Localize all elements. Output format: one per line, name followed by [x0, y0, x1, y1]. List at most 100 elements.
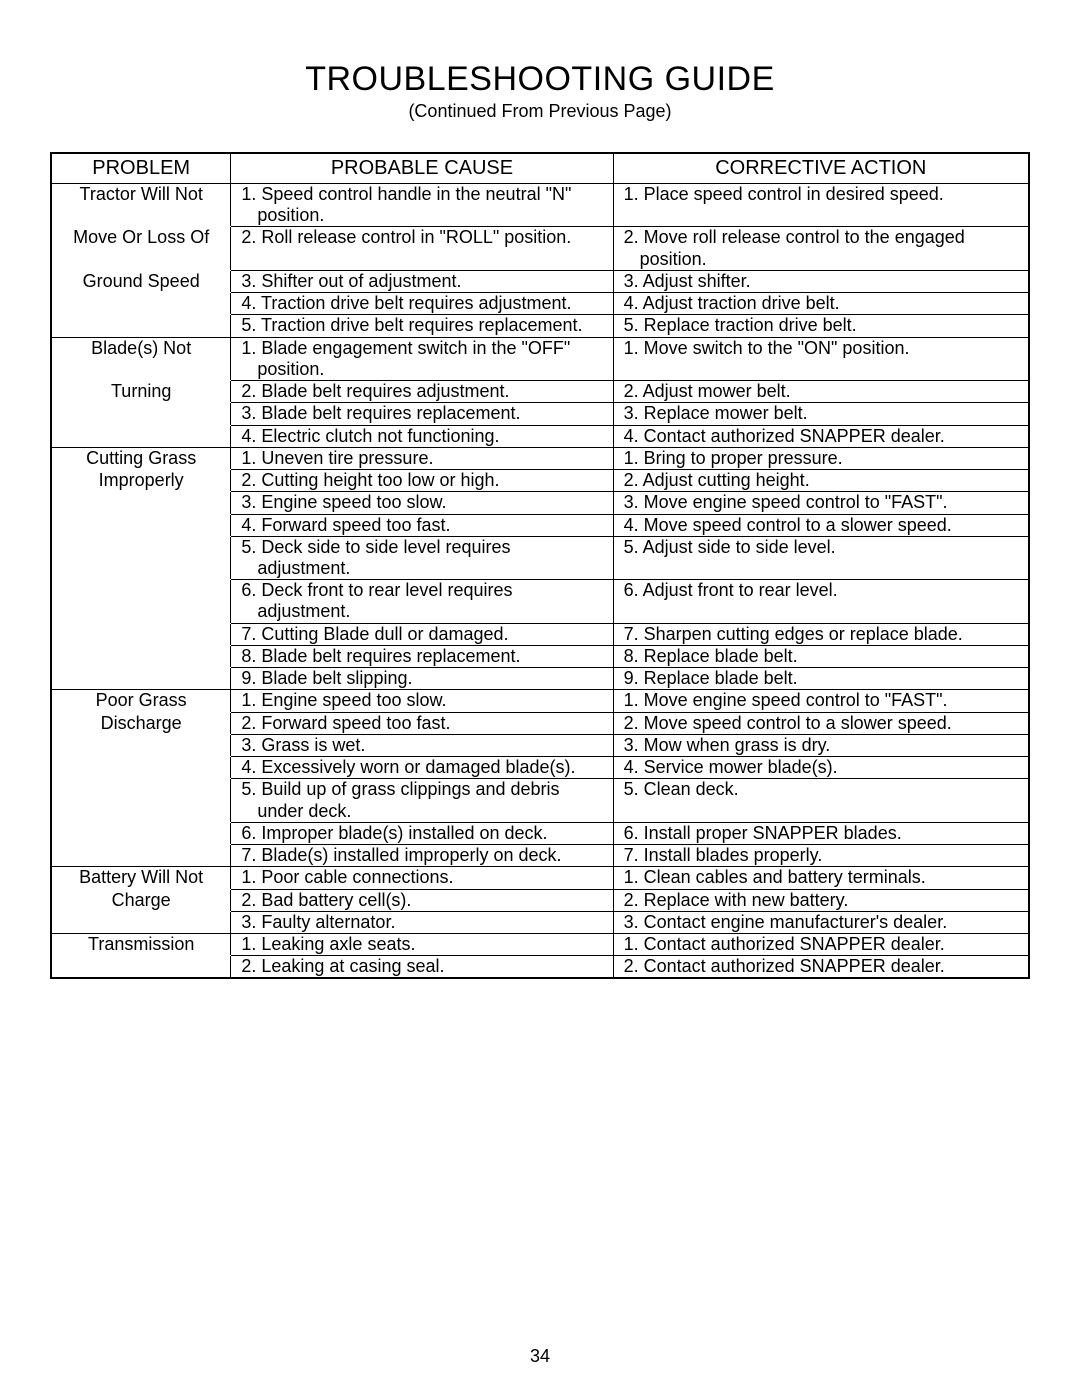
cause-cell: 4. Excessively worn or damaged blade(s). [231, 757, 613, 779]
table-row: 3. Grass is wet.3. Mow when grass is dry… [51, 734, 1029, 756]
cause-cell: 2. Cutting height too low or high. [231, 470, 613, 492]
table-row: 3. Engine speed too slow.3. Move engine … [51, 492, 1029, 514]
cause-cell: 5. Deck side to side level requires adju… [231, 536, 613, 579]
table-row: 5. Build up of grass clippings and debri… [51, 779, 1029, 822]
table-row: 3. Blade belt requires replacement.3. Re… [51, 403, 1029, 425]
cause-cell: 1. Uneven tire pressure. [231, 447, 613, 469]
table-row: Charge2. Bad battery cell(s).2. Replace … [51, 889, 1029, 911]
action-cell: 8. Replace blade belt. [613, 645, 1029, 667]
cause-cell: 9. Blade belt slipping. [231, 668, 613, 690]
table-row: Discharge2. Forward speed too fast.2. Mo… [51, 712, 1029, 734]
table-row: 4. Traction drive belt requires adjustme… [51, 293, 1029, 315]
cause-cell: 1. Engine speed too slow. [231, 690, 613, 712]
problem-cell [51, 911, 231, 933]
action-cell: 1. Contact authorized SNAPPER dealer. [613, 933, 1029, 955]
action-cell: 5. Clean deck. [613, 779, 1029, 822]
action-cell: 2. Adjust cutting height. [613, 470, 1029, 492]
cause-cell: 3. Blade belt requires replacement. [231, 403, 613, 425]
action-cell: 2. Move roll release control to the enga… [613, 227, 1029, 270]
cause-cell: 2. Leaking at casing seal. [231, 956, 613, 979]
table-row: 5. Deck side to side level requires adju… [51, 536, 1029, 579]
table-row: 4. Electric clutch not functioning.4. Co… [51, 425, 1029, 447]
problem-cell [51, 645, 231, 667]
action-cell: 4. Move speed control to a slower speed. [613, 514, 1029, 536]
table-row: Poor Grass1. Engine speed too slow.1. Mo… [51, 690, 1029, 712]
cause-cell: 5. Traction drive belt requires replacem… [231, 315, 613, 337]
cause-cell: 1. Poor cable connections. [231, 867, 613, 889]
action-cell: 1. Bring to proper pressure. [613, 447, 1029, 469]
cause-cell: 4. Traction drive belt requires adjustme… [231, 293, 613, 315]
action-cell: 6. Install proper SNAPPER blades. [613, 822, 1029, 844]
table-row: 2. Leaking at casing seal.2. Contact aut… [51, 956, 1029, 979]
table-row: 7. Cutting Blade dull or damaged.7. Shar… [51, 623, 1029, 645]
table-header-row: PROBLEM PROBABLE CAUSE CORRECTIVE ACTION [51, 153, 1029, 184]
problem-cell [51, 293, 231, 315]
action-cell: 3. Contact engine manufacturer's dealer. [613, 911, 1029, 933]
problem-cell [51, 956, 231, 979]
cause-cell: 2. Forward speed too fast. [231, 712, 613, 734]
table-row: Cutting Grass1. Uneven tire pressure.1. … [51, 447, 1029, 469]
page-subtitle: (Continued From Previous Page) [50, 101, 1030, 122]
table-row: 3. Faulty alternator.3. Contact engine m… [51, 911, 1029, 933]
table-row: 6. Improper blade(s) installed on deck.6… [51, 822, 1029, 844]
action-cell: 2. Contact authorized SNAPPER dealer. [613, 956, 1029, 979]
problem-cell [51, 734, 231, 756]
problem-cell: Improperly [51, 470, 231, 492]
action-cell: 6. Adjust front to rear level. [613, 580, 1029, 623]
problem-cell [51, 668, 231, 690]
action-cell: 4. Contact authorized SNAPPER dealer. [613, 425, 1029, 447]
table-row: 6. Deck front to rear level requires adj… [51, 580, 1029, 623]
cause-cell: 2. Roll release control in "ROLL" positi… [231, 227, 613, 270]
problem-cell [51, 580, 231, 623]
cause-cell: 1. Speed control handle in the neutral "… [231, 184, 613, 227]
table-row: Battery Will Not1. Poor cable connection… [51, 867, 1029, 889]
action-cell: 4. Adjust traction drive belt. [613, 293, 1029, 315]
header-action: CORRECTIVE ACTION [613, 153, 1029, 184]
problem-cell: Turning [51, 381, 231, 403]
cause-cell: 3. Faulty alternator. [231, 911, 613, 933]
problem-cell: Move Or Loss Of [51, 227, 231, 270]
problem-cell [51, 757, 231, 779]
cause-cell: 1. Leaking axle seats. [231, 933, 613, 955]
cause-cell: 3. Engine speed too slow. [231, 492, 613, 514]
header-cause: PROBABLE CAUSE [231, 153, 613, 184]
cause-cell: 4. Electric clutch not functioning. [231, 425, 613, 447]
cause-cell: 3. Grass is wet. [231, 734, 613, 756]
table-row: 4. Forward speed too fast.4. Move speed … [51, 514, 1029, 536]
cause-cell: 6. Improper blade(s) installed on deck. [231, 822, 613, 844]
problem-cell: Battery Will Not [51, 867, 231, 889]
page-number: 34 [0, 1346, 1080, 1367]
problem-cell: Transmission [51, 933, 231, 955]
cause-cell: 6. Deck front to rear level requires adj… [231, 580, 613, 623]
page-title: TROUBLESHOOTING GUIDE [50, 60, 1030, 99]
table-row: 5. Traction drive belt requires replacem… [51, 315, 1029, 337]
action-cell: 5. Adjust side to side level. [613, 536, 1029, 579]
problem-cell [51, 315, 231, 337]
action-cell: 3. Move engine speed control to "FAST". [613, 492, 1029, 514]
action-cell: 1. Clean cables and battery terminals. [613, 867, 1029, 889]
problem-cell [51, 845, 231, 867]
table-row: Ground Speed3. Shifter out of adjustment… [51, 270, 1029, 292]
cause-cell: 1. Blade engagement switch in the "OFF" … [231, 337, 613, 380]
table-row: Improperly2. Cutting height too low or h… [51, 470, 1029, 492]
problem-cell [51, 403, 231, 425]
action-cell: 2. Adjust mower belt. [613, 381, 1029, 403]
cause-cell: 2. Bad battery cell(s). [231, 889, 613, 911]
problem-cell [51, 492, 231, 514]
problem-cell: Tractor Will Not [51, 184, 231, 227]
cause-cell: 7. Cutting Blade dull or damaged. [231, 623, 613, 645]
problem-cell [51, 623, 231, 645]
troubleshooting-table: PROBLEM PROBABLE CAUSE CORRECTIVE ACTION… [50, 152, 1030, 979]
action-cell: 5. Replace traction drive belt. [613, 315, 1029, 337]
action-cell: 2. Move speed control to a slower speed. [613, 712, 1029, 734]
problem-cell: Blade(s) Not [51, 337, 231, 380]
header-problem: PROBLEM [51, 153, 231, 184]
table-row: Move Or Loss Of2. Roll release control i… [51, 227, 1029, 270]
table-row: Tractor Will Not1. Speed control handle … [51, 184, 1029, 227]
problem-cell: Ground Speed [51, 270, 231, 292]
cause-cell: 8. Blade belt requires replacement. [231, 645, 613, 667]
cause-cell: 7. Blade(s) installed improperly on deck… [231, 845, 613, 867]
action-cell: 4. Service mower blade(s). [613, 757, 1029, 779]
problem-cell: Charge [51, 889, 231, 911]
cause-cell: 3. Shifter out of adjustment. [231, 270, 613, 292]
